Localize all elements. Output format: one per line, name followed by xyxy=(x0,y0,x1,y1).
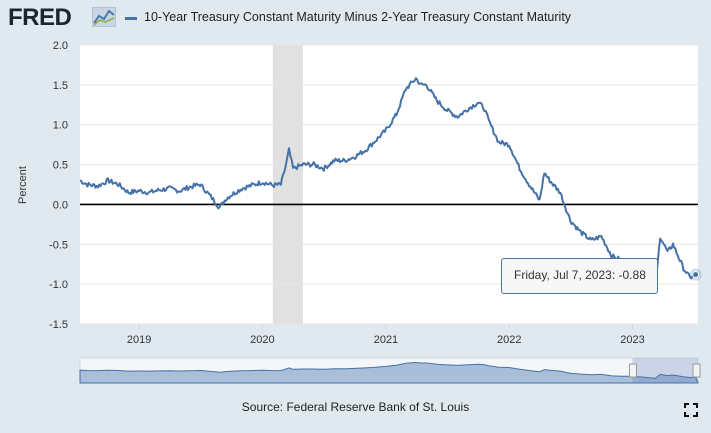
y-tick-label: -1.0 xyxy=(49,279,68,291)
expand-icon[interactable] xyxy=(684,403,698,417)
y-tick-label: 0.0 xyxy=(53,199,68,211)
navigator-handle[interactable] xyxy=(692,363,701,378)
y-tick-label: 1.0 xyxy=(53,120,68,132)
x-tick-label: 2023 xyxy=(620,334,644,346)
y-tick-label: -1.5 xyxy=(49,319,68,331)
tooltip-date: Friday, Jul 7, 2023: xyxy=(514,268,616,282)
x-tick-label: 2022 xyxy=(497,334,521,346)
tooltip-value: -0.88 xyxy=(618,268,646,282)
navigator-handle[interactable] xyxy=(628,363,637,378)
y-tick-label: -0.5 xyxy=(49,239,68,251)
y-tick-label: 1.5 xyxy=(53,80,68,92)
y-tick-label: 0.5 xyxy=(53,160,68,172)
x-tick-label: 2021 xyxy=(374,334,398,346)
x-tick-label: 2020 xyxy=(250,334,274,346)
y-axis-label: Percent xyxy=(17,166,29,204)
y-tick-label: 2.0 xyxy=(53,40,68,52)
fred-logo[interactable]: FRED xyxy=(8,4,72,31)
chart-header: FRED 10-Year Treasury Constant Maturity … xyxy=(0,0,711,38)
tooltip: Friday, Jul 7, 2023: -0.88 xyxy=(501,258,658,294)
series-line xyxy=(79,77,696,291)
tooltip-marker xyxy=(692,271,700,279)
source-note: Source: Federal Reserve Bank of St. Loui… xyxy=(241,400,470,414)
navigator-series xyxy=(79,361,699,384)
navigator-selection xyxy=(632,358,698,383)
series-title[interactable]: 10-Year Treasury Constant Maturity Minus… xyxy=(144,10,572,24)
x-tick-label: 2019 xyxy=(127,334,151,346)
chart-line-icon xyxy=(92,7,116,27)
legend-series-swatch xyxy=(125,17,137,20)
